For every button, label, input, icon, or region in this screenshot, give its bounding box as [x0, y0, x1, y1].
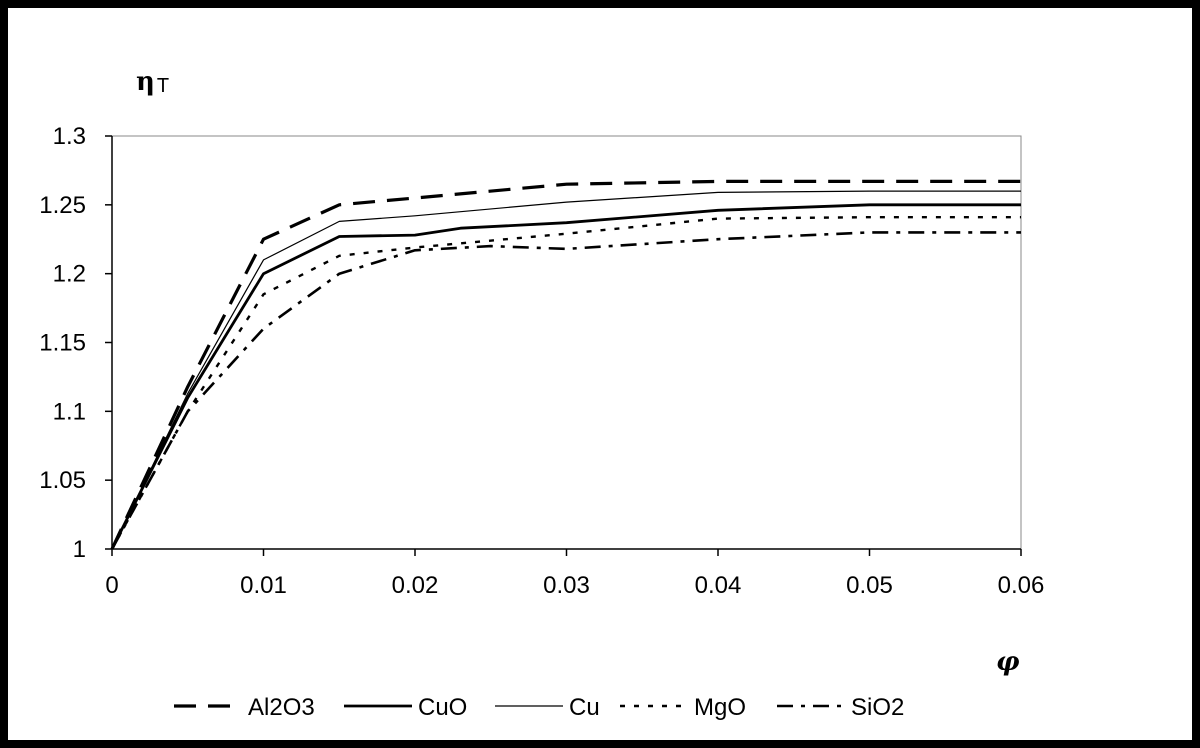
x-tick-label: 0.02: [392, 572, 439, 599]
legend-label-al2o3: Al2O3: [248, 694, 315, 721]
legend-label-sio2: SiO2: [851, 694, 904, 721]
plot-area: [111, 135, 1022, 550]
series-line-cu: [111, 190, 1021, 550]
series-line-cuo: [110, 203, 1021, 550]
x-axis-label: φ: [996, 647, 1020, 677]
y-tick-label: 1.15: [39, 330, 86, 357]
legend-label-cu: Cu: [569, 694, 600, 721]
x-tick-label: 0.03: [543, 572, 590, 599]
x-tick-label: 0: [105, 572, 118, 599]
y-tick-label: 1: [73, 536, 86, 563]
x-tick-label: 0.05: [846, 572, 893, 599]
y-axis-label-symbol: η: [136, 67, 155, 97]
legend-label-cuo: CuO: [418, 694, 467, 721]
y-tick-label: 1.3: [53, 123, 86, 150]
legend-label-mgo: MgO: [694, 694, 746, 721]
x-tick-label: 0.06: [998, 572, 1045, 599]
series-line-sio2: [110, 231, 1021, 550]
y-tick-label: 1.25: [39, 192, 86, 219]
series-line-al2o3: [110, 179, 1021, 550]
y-axis-label-subscript: T: [157, 75, 169, 97]
y-tick-label: 1.1: [53, 398, 86, 425]
line-chart: 0 0.01 0.02 0.03 0.04 0.05 0.06 1 1.05 1.1 1.15 1.2…: [39, 67, 1045, 721]
y-tick-label: 1.2: [53, 261, 86, 288]
y-tick-label: 1.05: [39, 467, 86, 494]
x-tick-label: 0.04: [695, 572, 742, 599]
chart-frame: 0 0.01 0.02 0.03 0.04 0.05 0.06 1 1.05 1.1 1.15 1.2…: [8, 8, 1192, 740]
legend: Al2O3 CuO Cu MgO SiO2: [174, 694, 904, 721]
x-tick-label: 0.01: [240, 572, 287, 599]
